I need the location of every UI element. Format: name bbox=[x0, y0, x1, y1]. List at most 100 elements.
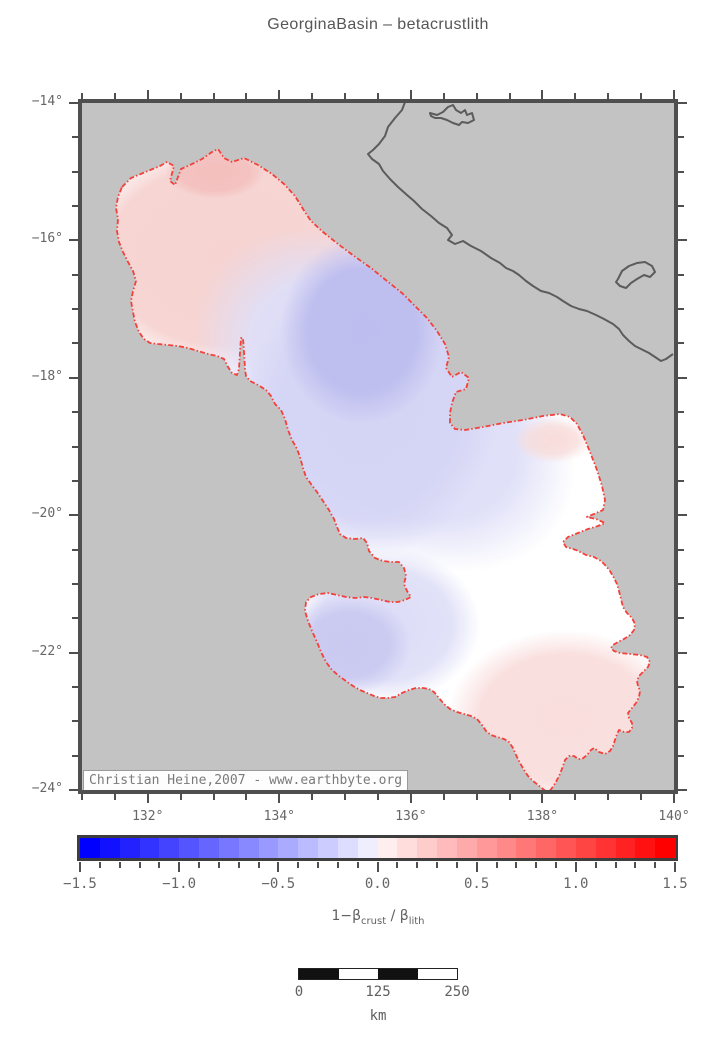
lat-tick bbox=[72, 479, 78, 482]
basin-fill-layers bbox=[116, 149, 650, 790]
colorbar-step bbox=[536, 838, 557, 858]
colorbar-tick bbox=[79, 862, 81, 872]
lat-tick bbox=[72, 205, 78, 208]
colorbar-tick-label: 0.0 bbox=[364, 876, 391, 892]
lon-tick bbox=[640, 93, 643, 99]
lat-tick-label: −14° bbox=[31, 94, 63, 109]
lat-tick bbox=[72, 754, 78, 757]
colorbar-step bbox=[238, 838, 260, 858]
lat-tick bbox=[72, 273, 78, 276]
colorbar-tick-label: −1.0 bbox=[162, 876, 197, 892]
lon-tick bbox=[508, 93, 511, 99]
lon-tick bbox=[475, 93, 478, 99]
lat-tick bbox=[678, 685, 684, 688]
colorbar-tick bbox=[674, 862, 676, 872]
colorbar-step bbox=[655, 838, 676, 858]
scalebar-label: 0 bbox=[294, 984, 304, 1000]
lon-tick bbox=[212, 794, 215, 800]
colorbar-step bbox=[456, 838, 478, 858]
colorbar-tick-label: 0.5 bbox=[464, 876, 490, 892]
lon-tick bbox=[113, 794, 116, 800]
lon-tick bbox=[673, 90, 675, 99]
colorbar-label-sub-crust: crust bbox=[361, 915, 387, 927]
lat-tick bbox=[72, 342, 78, 345]
lat-tick bbox=[72, 720, 78, 723]
lat-tick bbox=[72, 617, 78, 620]
colorbar-step bbox=[278, 838, 299, 858]
lat-tick bbox=[678, 582, 684, 585]
lon-tick bbox=[442, 794, 445, 800]
map-title: GeorginaBasin – betacrustlith bbox=[267, 16, 489, 33]
colorbar-step bbox=[377, 838, 398, 858]
colorbar-axis-label: 1−βcrust / βlith bbox=[82, 908, 674, 927]
colorbar-tick bbox=[515, 862, 518, 868]
colorbar-step bbox=[575, 838, 597, 858]
lat-tick bbox=[678, 376, 687, 379]
lat-tick bbox=[678, 102, 687, 104]
lon-tick bbox=[541, 794, 544, 803]
lat-tick bbox=[678, 617, 684, 620]
colorbar-tick bbox=[217, 862, 220, 868]
lon-tick bbox=[541, 90, 544, 99]
colorbar-gradient bbox=[80, 838, 676, 858]
distance-scalebar bbox=[298, 968, 458, 980]
colorbar-step bbox=[615, 838, 636, 858]
lat-tick bbox=[678, 273, 684, 276]
colorbar-tick bbox=[475, 862, 478, 872]
lat-tick bbox=[678, 514, 687, 517]
lon-tick bbox=[146, 90, 149, 99]
lon-tick bbox=[377, 794, 379, 800]
lon-tick bbox=[475, 794, 478, 800]
colorbar-tick bbox=[336, 862, 339, 868]
lat-tick bbox=[72, 136, 78, 139]
colorbar-step bbox=[218, 838, 240, 858]
lat-tick bbox=[69, 239, 78, 242]
colorbar-tick bbox=[654, 862, 657, 868]
colorbar-label-mid: / β bbox=[386, 908, 409, 924]
colorbar-step bbox=[179, 838, 200, 858]
lon-tick bbox=[146, 794, 149, 803]
scalebar-segment bbox=[417, 969, 457, 979]
lon-tick bbox=[81, 93, 83, 99]
lon-tick-label: 136° bbox=[395, 809, 427, 824]
colorbar-step bbox=[139, 838, 160, 858]
lat-tick bbox=[72, 685, 78, 688]
lon-tick bbox=[607, 93, 610, 99]
colorbar-step bbox=[417, 838, 438, 858]
island-outline bbox=[615, 261, 656, 289]
lon-tick bbox=[640, 794, 643, 800]
colorbar-step bbox=[476, 838, 498, 858]
lake-outline bbox=[429, 104, 475, 126]
colorbar-step bbox=[516, 838, 537, 858]
lat-tick bbox=[69, 102, 78, 104]
colorbar-tick bbox=[198, 862, 200, 868]
colorbar-tick bbox=[416, 862, 419, 868]
scalebar-segment bbox=[338, 969, 378, 979]
basin-map-svg bbox=[115, 103, 674, 790]
colorbar-step bbox=[556, 838, 577, 858]
scalebar-unit: km bbox=[369, 1008, 387, 1024]
lat-tick bbox=[69, 376, 78, 379]
colorbar-tick bbox=[396, 862, 399, 868]
lat-tick bbox=[69, 514, 78, 517]
lat-tick-label: −20° bbox=[31, 506, 63, 522]
lon-tick bbox=[377, 93, 379, 99]
scalebar-label: 125 bbox=[365, 984, 391, 1000]
colorbar-tick bbox=[495, 862, 498, 868]
colorbar-step bbox=[318, 838, 339, 858]
colorbar-tick bbox=[535, 862, 538, 868]
colorbar-tick bbox=[574, 862, 577, 872]
colorbar-tick bbox=[178, 862, 181, 872]
lon-tick bbox=[574, 794, 577, 800]
lat-tick bbox=[678, 445, 684, 448]
colorbar-step bbox=[337, 838, 359, 858]
lon-tick bbox=[245, 794, 248, 800]
scalebar-segment bbox=[378, 969, 418, 979]
lon-tick bbox=[442, 93, 445, 99]
colorbar-tick-label: 1.0 bbox=[563, 876, 589, 892]
lon-tick bbox=[344, 93, 347, 99]
colorbar-step bbox=[99, 838, 121, 858]
colorbar-tick-label: −0.5 bbox=[261, 876, 296, 892]
colorbar-step bbox=[258, 838, 279, 858]
